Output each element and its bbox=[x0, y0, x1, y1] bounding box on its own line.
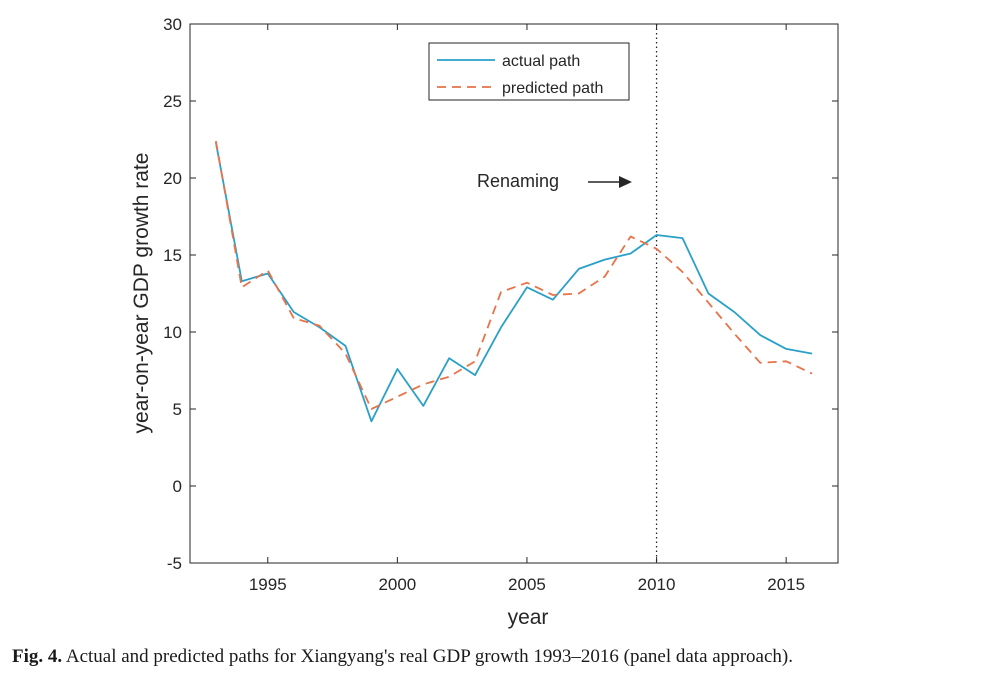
legend-box bbox=[428, 42, 630, 101]
caption-label: Fig. 4. bbox=[12, 646, 63, 667]
y-tick-label: 0 bbox=[173, 477, 182, 496]
y-tick-label: 10 bbox=[163, 323, 182, 342]
x-tick-label: 2005 bbox=[508, 575, 546, 594]
caption-text: Actual and predicted paths for Xiangyang… bbox=[62, 646, 793, 667]
legend-label-predicted: predicted path bbox=[502, 80, 603, 97]
x-tick-label: 2015 bbox=[767, 575, 805, 594]
y-tick-label: 20 bbox=[163, 169, 182, 188]
y-axis-label: year-on-year GDP growth rate bbox=[130, 153, 153, 434]
axes bbox=[189, 23, 839, 564]
series-line-predicted bbox=[215, 140, 813, 410]
legend: actual path predicted path bbox=[428, 42, 630, 101]
y-tick-label: 5 bbox=[173, 400, 182, 419]
x-tick-label: 2010 bbox=[638, 575, 676, 594]
annotation-arrow-head bbox=[619, 176, 632, 188]
plot-area bbox=[190, 24, 838, 563]
legend-label-actual: actual path bbox=[502, 53, 580, 70]
series-layer bbox=[215, 140, 813, 423]
y-tick-label: -5 bbox=[167, 554, 182, 573]
annotation-text: Renaming bbox=[477, 171, 559, 191]
figure-caption: Fig. 4. Actual and predicted paths for X… bbox=[12, 646, 982, 668]
x-tick-label: 1995 bbox=[249, 575, 287, 594]
y-tick-label: 15 bbox=[163, 246, 182, 265]
y-tick-label: 30 bbox=[163, 15, 182, 34]
x-axis-label: year bbox=[508, 606, 549, 629]
x-tick-label: 2000 bbox=[378, 575, 416, 594]
axes-box bbox=[189, 23, 839, 564]
annotation: Renaming bbox=[477, 171, 632, 191]
ticks-layer: 1995 2000 2005 2010 2015 -5 0 5 10 15 20 25 30 bbox=[163, 15, 838, 594]
y-tick-label: 25 bbox=[163, 92, 182, 111]
